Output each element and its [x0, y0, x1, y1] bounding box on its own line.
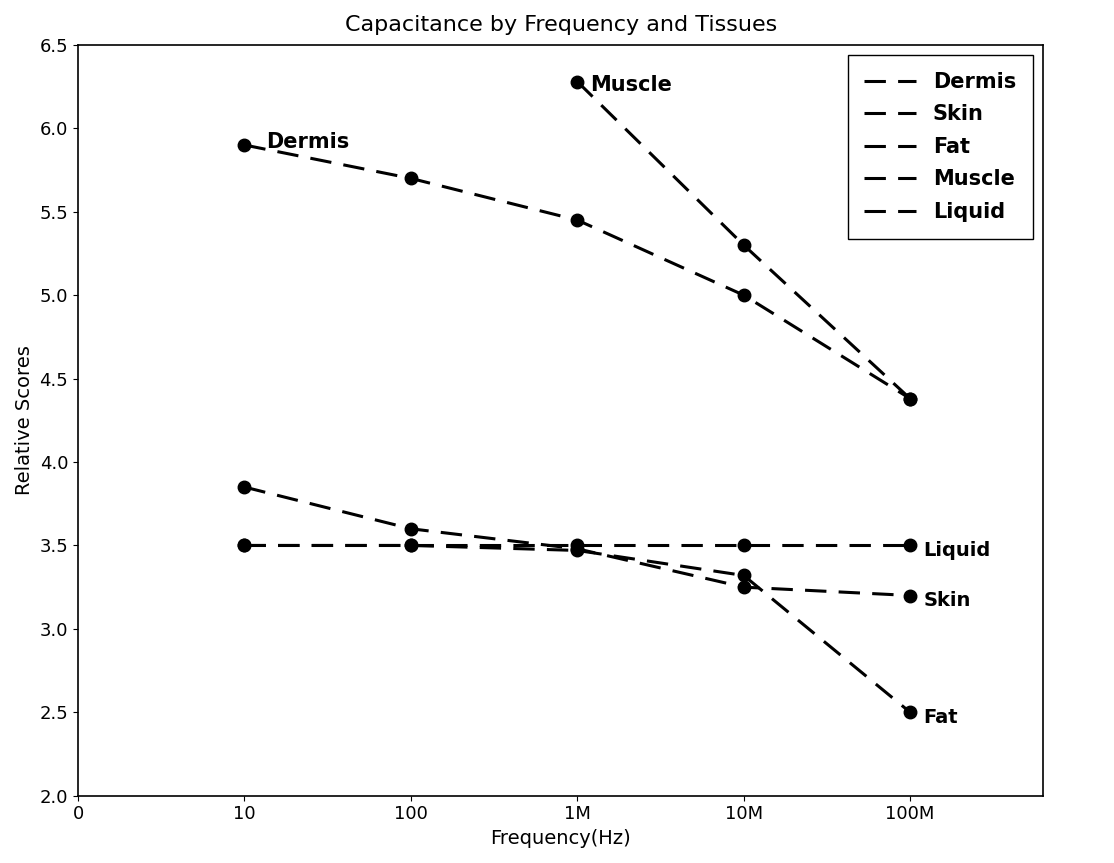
Text: Dermis: Dermis — [266, 132, 350, 152]
Skin — [903, 590, 917, 601]
Fat — [404, 540, 418, 551]
Dermis — [570, 215, 584, 225]
Legend: Dermis, Skin, Fat, Muscle, Liquid: Dermis, Skin, Fat, Muscle, Liquid — [848, 55, 1033, 239]
Line: Dermis: Dermis — [238, 139, 917, 405]
Y-axis label: Relative Scores: Relative Scores — [14, 345, 35, 495]
Muscle — [903, 394, 917, 404]
Line: Liquid: Liquid — [238, 539, 917, 551]
Liquid — [404, 540, 418, 551]
Muscle — [737, 240, 751, 250]
Dermis — [737, 290, 751, 300]
Line: Muscle: Muscle — [571, 75, 917, 405]
Fat — [737, 570, 751, 581]
Fat — [903, 707, 917, 717]
Line: Skin: Skin — [238, 481, 917, 602]
Skin — [737, 582, 751, 592]
Text: Fat: Fat — [924, 708, 958, 727]
Fat — [237, 540, 251, 551]
Fat — [570, 545, 584, 556]
Liquid — [737, 540, 751, 551]
Liquid — [570, 540, 584, 551]
Title: Capacitance by Frequency and Tissues: Capacitance by Frequency and Tissues — [344, 15, 776, 35]
Liquid — [903, 540, 917, 551]
Dermis — [404, 173, 418, 184]
Skin — [570, 544, 584, 554]
Muscle — [570, 77, 584, 87]
Skin — [237, 482, 251, 492]
Text: Muscle: Muscle — [590, 75, 673, 95]
Dermis — [237, 140, 251, 150]
Liquid — [237, 540, 251, 551]
Text: Skin: Skin — [924, 591, 970, 610]
X-axis label: Frequency(Hz): Frequency(Hz) — [490, 829, 631, 848]
Line: Fat: Fat — [238, 539, 917, 719]
Skin — [404, 524, 418, 534]
Dermis — [903, 394, 917, 404]
Text: Liquid: Liquid — [924, 541, 990, 560]
